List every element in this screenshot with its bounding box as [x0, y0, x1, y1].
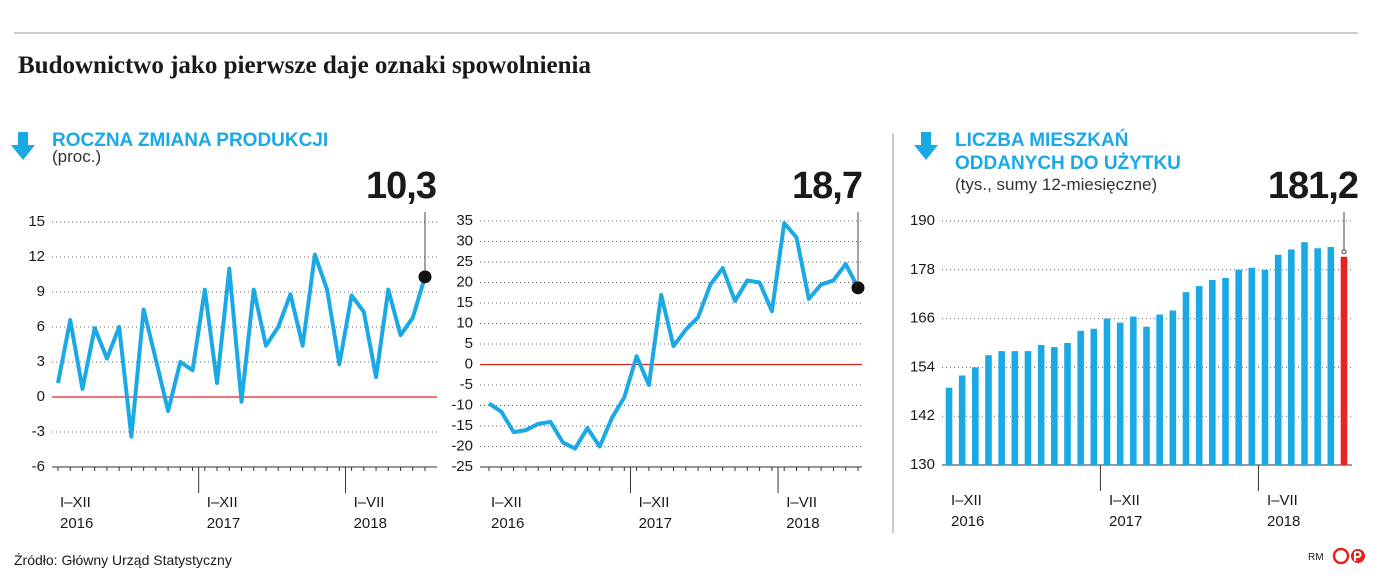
y-tick-label: 3: [37, 353, 45, 370]
bar: [1116, 322, 1124, 465]
y-tick-label: 20: [456, 273, 473, 290]
y-tick-label: 6: [37, 318, 45, 335]
end-point: [418, 270, 432, 284]
y-tick-label: -10: [451, 396, 473, 413]
value-label: 181,2: [1268, 165, 1358, 207]
value-label: 18,7: [792, 165, 862, 207]
bar: [1037, 345, 1045, 465]
bar: [1301, 242, 1308, 465]
y-tick-label: 0: [465, 355, 473, 372]
bar: [1130, 316, 1137, 465]
x-tick-label: 2016: [491, 515, 524, 532]
bar: [998, 351, 1005, 465]
y-tick-label: 15: [28, 213, 45, 230]
y-tick-label: 30: [456, 232, 473, 249]
arrow-icon: [914, 132, 938, 160]
x-tick-label: I–VII: [354, 494, 385, 511]
x-tick-label: I–XII: [207, 494, 238, 511]
chart-subtitle: (tys., sumy 12-miesięczne): [955, 175, 1157, 194]
bar: [1274, 254, 1282, 465]
y-tick-label: 130: [910, 456, 935, 473]
bar: [1024, 351, 1032, 465]
bar: [1235, 269, 1242, 465]
y-tick-label: 12: [28, 248, 45, 265]
bar: [1103, 318, 1111, 465]
y-tick-label: 190: [910, 212, 935, 229]
bar: [1248, 267, 1256, 465]
source: Źródło: Główny Urząd Statystyczny: [14, 552, 232, 568]
chart-title: LICZBA MIESZKAŃ: [955, 129, 1128, 151]
y-tick-label: -6: [32, 458, 45, 475]
bar: [1209, 279, 1216, 465]
y-tick-label: 15: [456, 294, 473, 311]
x-tick-label: I–VII: [1267, 492, 1298, 509]
bar: [1143, 326, 1150, 465]
chart-title: ROCZNA ZMIANA PRODUKCJI: [52, 130, 328, 151]
y-tick-label: -3: [32, 423, 45, 440]
bar: [1051, 347, 1058, 465]
x-tick-label: 2017: [1109, 513, 1142, 530]
y-tick-label: 5: [465, 335, 473, 352]
y-tick-label: -5: [460, 376, 473, 393]
x-tick-label: 2018: [786, 515, 819, 532]
y-tick-label: 178: [910, 261, 935, 278]
credit: RM: [1308, 552, 1324, 563]
y-tick-label: 166: [910, 310, 935, 327]
line: [56, 252, 427, 439]
bar: [1169, 310, 1177, 465]
bar: [985, 355, 992, 465]
bar: [1327, 247, 1335, 465]
x-tick-label: 2018: [354, 515, 387, 532]
bar: [1011, 351, 1019, 465]
value-label: 10,3: [366, 165, 436, 207]
y-tick-label: 0: [37, 388, 45, 405]
x-tick-label: I–XII: [60, 494, 91, 511]
y-tick-label: 10: [456, 314, 473, 331]
x-tick-label: I–XII: [951, 492, 982, 509]
bar: [1261, 269, 1269, 465]
bar: [958, 375, 966, 465]
y-tick-label: 9: [37, 283, 45, 300]
leader-dot: [1341, 249, 1347, 255]
x-tick-label: I–XII: [491, 494, 522, 511]
bar: [1222, 277, 1229, 465]
y-tick-label: -15: [451, 417, 473, 434]
x-tick-label: 2016: [951, 513, 984, 530]
bar: [1182, 292, 1190, 465]
bar: [1064, 343, 1071, 465]
logo: [1332, 547, 1365, 565]
bar: [1288, 249, 1295, 465]
y-tick-label: 142: [910, 407, 935, 424]
x-tick-label: 2017: [207, 515, 240, 532]
arrow-icon: [11, 132, 35, 160]
bar: [1077, 330, 1084, 465]
y-tick-label: 35: [456, 212, 473, 229]
y-tick-label: 25: [456, 253, 473, 270]
y-tick-label: -20: [451, 437, 473, 454]
bar: [1314, 248, 1321, 465]
chart-subtitle: (proc.): [52, 147, 101, 166]
bar: [1340, 256, 1348, 465]
line: [487, 221, 860, 451]
end-point: [851, 281, 865, 295]
bar: [945, 387, 953, 465]
x-tick-label: I–XII: [639, 494, 670, 511]
bar: [972, 367, 979, 465]
y-tick-label: -25: [451, 458, 473, 475]
bar: [1090, 328, 1098, 465]
page-title: Budownictwo jako pierwsze daje oznaki sp…: [18, 52, 591, 79]
chart-title: ODDANYCH DO UŻYTKU: [955, 153, 1181, 174]
bar: [1195, 286, 1203, 465]
x-tick-label: I–XII: [1109, 492, 1140, 509]
x-tick-label: I–VII: [786, 494, 817, 511]
bar: [1156, 314, 1163, 465]
y-tick-label: 154: [910, 358, 935, 375]
x-tick-label: 2018: [1267, 513, 1300, 530]
x-tick-label: 2016: [60, 515, 93, 532]
x-tick-label: 2017: [639, 515, 672, 532]
